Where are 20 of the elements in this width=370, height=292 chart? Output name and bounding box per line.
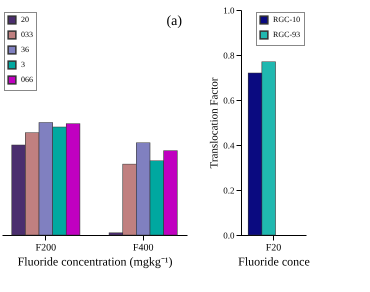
legend-label: 066: [21, 75, 33, 84]
x-tick-label: F20: [266, 242, 282, 254]
legend-label: 3: [21, 60, 25, 69]
y-tick-label: 1.0: [223, 6, 235, 16]
x-tick-label: F400: [132, 242, 154, 254]
legend-label: 20: [21, 15, 29, 24]
y-tick-label: 0.4: [223, 140, 235, 150]
y-tick-label: 0.8: [223, 50, 235, 60]
y-tick-label: 0.6: [223, 96, 235, 106]
legend-label: RGC-10: [273, 15, 300, 24]
y-tick-label: 0.2: [223, 186, 234, 196]
text: (a): [166, 14, 182, 29]
x-axis-title: Fluoride conce: [238, 254, 310, 268]
legend-label: 36: [21, 45, 29, 54]
legend-label: RGC-93: [273, 30, 300, 39]
legend-label: 033: [21, 30, 33, 39]
x-axis-title: Fluoride concentration (mgkg⁻¹): [18, 254, 172, 268]
y-axis-title: Translocation Factor: [208, 77, 220, 168]
y-tick-label: 0.0: [223, 230, 235, 240]
x-tick-label: F200: [36, 242, 56, 254]
